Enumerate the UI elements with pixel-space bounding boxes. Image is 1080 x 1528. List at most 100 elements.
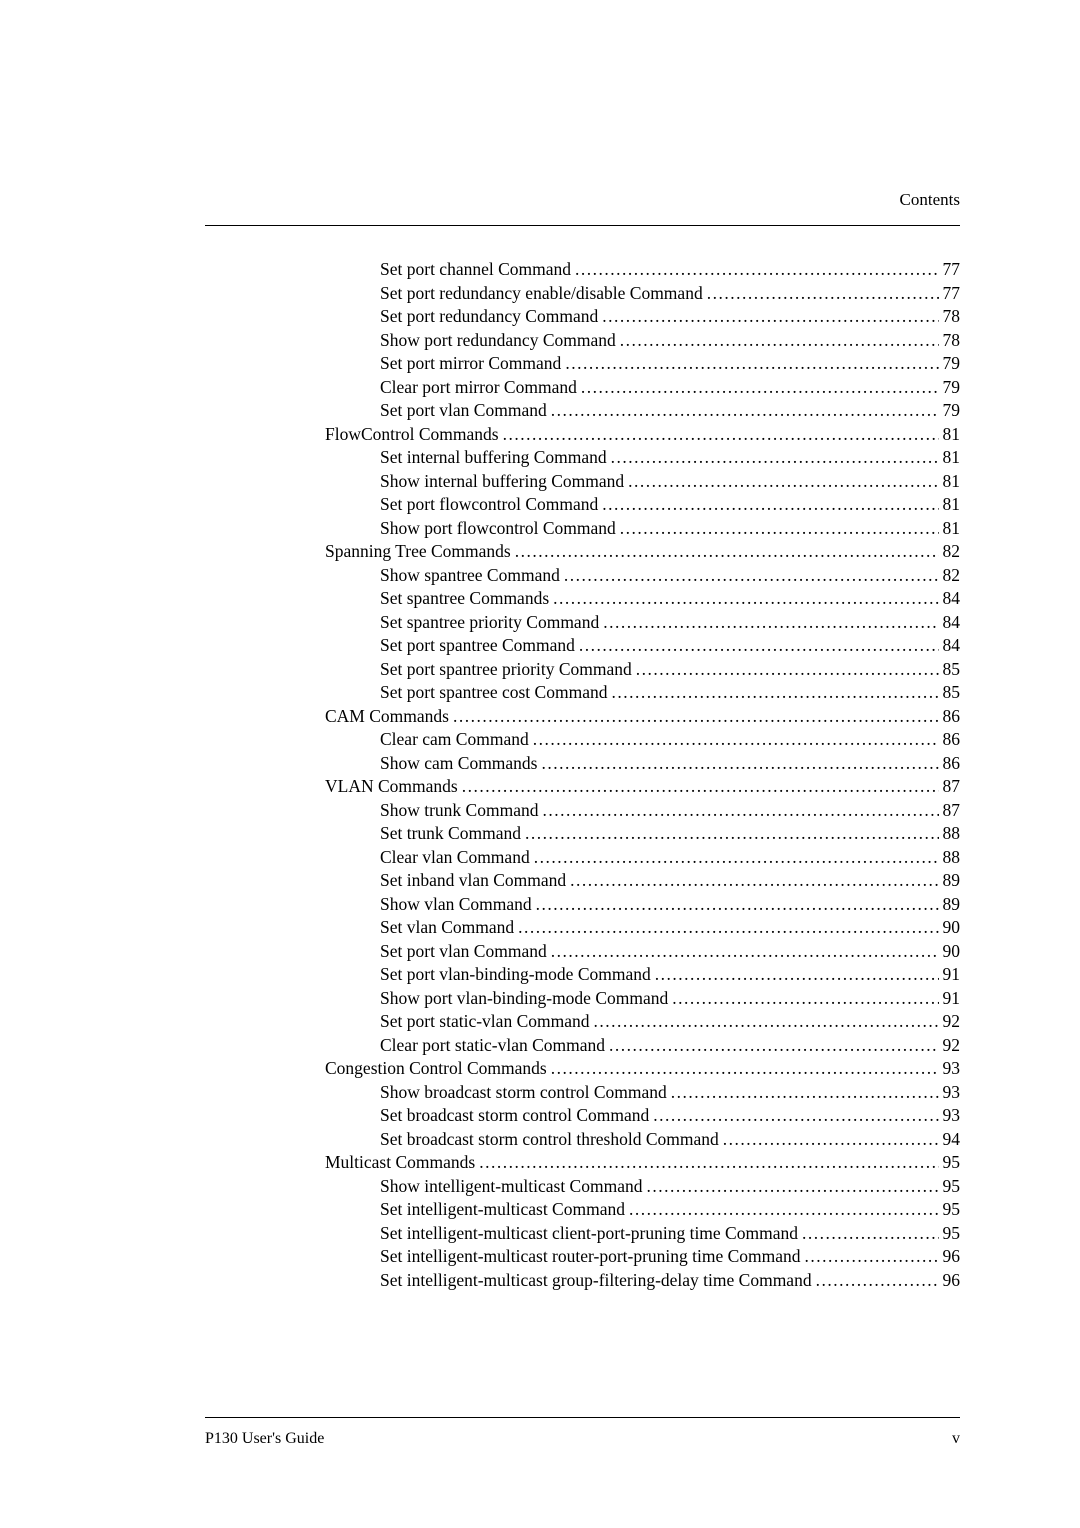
toc-entry-title: Clear port static-vlan Command	[380, 1034, 605, 1058]
toc-entry: Show port flowcontrol Command81	[325, 517, 960, 541]
toc-entry-title: Set intelligent-multicast group-filterin…	[380, 1269, 812, 1293]
toc-entry-page: 81	[943, 493, 961, 517]
toc-entry-title: Set broadcast storm control threshold Co…	[380, 1128, 719, 1152]
toc-entry-page: 95	[943, 1222, 961, 1246]
toc-entry-page: 77	[943, 258, 961, 282]
toc-entry-page: 88	[943, 846, 961, 870]
toc-entry: Clear port mirror Command 79	[325, 376, 960, 400]
toc-entry-page: 94	[943, 1128, 961, 1152]
toc-entry-title: Congestion Control Commands	[325, 1057, 547, 1081]
toc-entry-title: Set intelligent-multicast router-port-pr…	[380, 1245, 801, 1269]
toc-leader-dots	[536, 893, 939, 917]
toc-leader-dots	[453, 705, 939, 729]
toc-entry-title: Show port vlan-binding-mode Command	[380, 987, 668, 1011]
toc-entry: Set inband vlan Command89	[325, 869, 960, 893]
toc-entry-title: Set port spantree cost Command	[380, 681, 607, 705]
toc-entry-page: 88	[943, 822, 961, 846]
toc-entry-title: Set port channel Command	[380, 258, 571, 282]
toc-leader-dots	[565, 352, 938, 376]
toc-entry-title: Show intelligent-multicast Command	[380, 1175, 642, 1199]
toc-leader-dots	[620, 329, 939, 353]
toc-entry-title: Set port spantree Command	[380, 634, 575, 658]
toc-leader-dots	[802, 1222, 939, 1246]
toc-entry: Show broadcast storm control Command93	[325, 1081, 960, 1105]
toc-entry-page: 89	[943, 893, 961, 917]
toc-entry-title: Set inband vlan Command	[380, 869, 566, 893]
toc-entry: Set port vlan Command 90	[325, 940, 960, 964]
toc-entry: Set port spantree Command84	[325, 634, 960, 658]
toc-entry-title: Show spantree Command	[380, 564, 560, 588]
toc-entry: Show trunk Command87	[325, 799, 960, 823]
toc-leader-dots	[525, 822, 939, 846]
toc-entry-page: 82	[943, 564, 961, 588]
toc-entry-title: Set port vlan Command	[380, 940, 547, 964]
toc-leader-dots	[479, 1151, 938, 1175]
toc-entry: Set port redundancy enable/disable Comma…	[325, 282, 960, 306]
toc-entry: Set spantree Commands84	[325, 587, 960, 611]
toc-entry-page: 81	[943, 446, 961, 470]
toc-entry-title: Set trunk Command	[380, 822, 521, 846]
toc-entry-page: 81	[943, 423, 961, 447]
toc-entry-title: Multicast Commands	[325, 1151, 475, 1175]
toc-entry-title: Clear port mirror Command	[380, 376, 577, 400]
toc-entry: Set port mirror Command79	[325, 352, 960, 376]
toc-entry-page: 86	[943, 705, 961, 729]
toc-entry-page: 77	[943, 282, 961, 306]
toc-entry-title: Set port mirror Command	[380, 352, 561, 376]
toc-entry: FlowControl Commands 81	[325, 423, 960, 447]
toc-entry-page: 82	[943, 540, 961, 564]
toc-entry-page: 93	[943, 1057, 961, 1081]
toc-entry-page: 90	[943, 916, 961, 940]
toc-entry-title: Spanning Tree Commands	[325, 540, 511, 564]
toc-leader-dots	[602, 493, 938, 517]
toc-leader-dots	[611, 446, 939, 470]
toc-leader-dots	[723, 1128, 939, 1152]
toc-entry-page: 84	[943, 587, 961, 611]
toc-entry-title: Set port static-vlan Command	[380, 1010, 589, 1034]
toc-entry-page: 79	[943, 376, 961, 400]
toc-leader-dots	[629, 1198, 939, 1222]
toc-entry: Clear vlan Command88	[325, 846, 960, 870]
toc-entry: CAM Commands 86	[325, 705, 960, 729]
toc-leader-dots	[603, 611, 938, 635]
header-contents-label: Contents	[900, 190, 960, 210]
toc-entry: Set intelligent-multicast group-filterin…	[325, 1269, 960, 1293]
toc-entry-title: FlowControl Commands	[325, 423, 499, 447]
toc-leader-dots	[628, 470, 938, 494]
toc-entry-title: CAM Commands	[325, 705, 449, 729]
toc-entry: Set port spantree priority Command85	[325, 658, 960, 682]
toc-entry: Set trunk Command 88	[325, 822, 960, 846]
toc-leader-dots	[503, 423, 939, 447]
toc-entry-page: 81	[943, 517, 961, 541]
toc-leader-dots	[609, 1034, 938, 1058]
toc-entry: Show port vlan-binding-mode Command 91	[325, 987, 960, 1011]
toc-entry-title: Show vlan Command	[380, 893, 532, 917]
toc-entry-title: Show port redundancy Command	[380, 329, 616, 353]
toc-entry-page: 96	[943, 1245, 961, 1269]
table-of-contents: Set port channel Command 77Set port redun…	[325, 258, 960, 1292]
toc-entry-page: 95	[943, 1198, 961, 1222]
toc-leader-dots	[620, 517, 939, 541]
toc-entry: Set vlan Command90	[325, 916, 960, 940]
toc-entry-title: Set port vlan Command	[380, 399, 547, 423]
toc-entry-page: 95	[943, 1151, 961, 1175]
toc-leader-dots	[575, 258, 938, 282]
toc-entry-title: VLAN Commands	[325, 775, 458, 799]
toc-entry-title: Set spantree priority Command	[380, 611, 599, 635]
toc-entry: Clear port static-vlan Command 92	[325, 1034, 960, 1058]
toc-entry-page: 92	[943, 1034, 961, 1058]
toc-entry: Spanning Tree Commands 82	[325, 540, 960, 564]
toc-entry-page: 91	[943, 987, 961, 1011]
toc-entry-page: 86	[943, 752, 961, 776]
toc-entry: VLAN Commands 87	[325, 775, 960, 799]
toc-entry: Set internal buffering Command81	[325, 446, 960, 470]
toc-entry-page: 78	[943, 305, 961, 329]
toc-entry: Set port flowcontrol Command81	[325, 493, 960, 517]
footer-guide-label: P130 User's Guide	[205, 1430, 324, 1448]
toc-entry-page: 93	[943, 1081, 961, 1105]
toc-entry: Set broadcast storm control threshold Co…	[325, 1128, 960, 1152]
toc-entry: Set intelligent-multicast router-port-pr…	[325, 1245, 960, 1269]
toc-entry-page: 90	[943, 940, 961, 964]
toc-leader-dots	[534, 846, 939, 870]
toc-entry: Show cam Commands86	[325, 752, 960, 776]
